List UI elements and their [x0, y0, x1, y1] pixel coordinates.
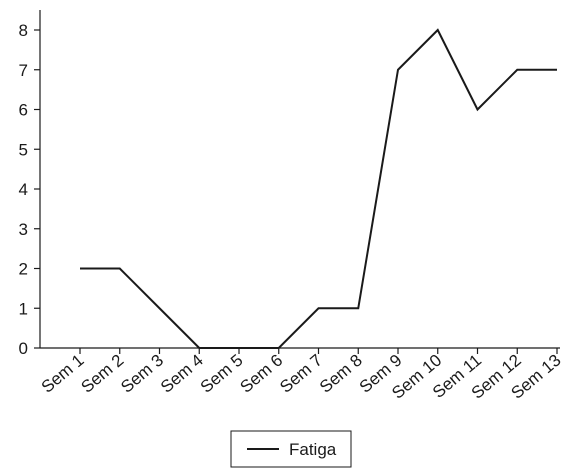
x-tick-label: Sem 2	[77, 351, 127, 397]
y-tick-label: 5	[19, 140, 28, 159]
legend: Fatiga	[230, 430, 352, 468]
x-tick-label: Sem 3	[117, 351, 167, 397]
x-tick-label: Sem 7	[276, 351, 326, 397]
series-line-fatiga	[80, 28, 557, 349]
y-tick-label: 6	[19, 101, 28, 120]
y-tick-label: 2	[19, 260, 28, 279]
x-tick-label: Sem 6	[236, 351, 286, 397]
y-tick-label: 0	[19, 339, 28, 358]
y-tick-label: 4	[19, 180, 28, 199]
x-tick-label: Sem 5	[197, 351, 247, 397]
y-tick-label: 1	[19, 299, 28, 318]
x-tick-label: Sem 1	[38, 351, 88, 397]
y-tick-label: 3	[19, 220, 28, 239]
series-layer	[80, 28, 557, 349]
y-tick-label: 8	[19, 21, 28, 40]
y-tick-label: 7	[19, 61, 28, 80]
y-axis: 0 1 2 3 4 5 6 7 8	[19, 10, 41, 358]
x-tick-label: Sem 4	[157, 351, 207, 397]
x-tick-label: Sem 8	[316, 351, 366, 397]
legend-label: Fatiga	[289, 440, 337, 459]
